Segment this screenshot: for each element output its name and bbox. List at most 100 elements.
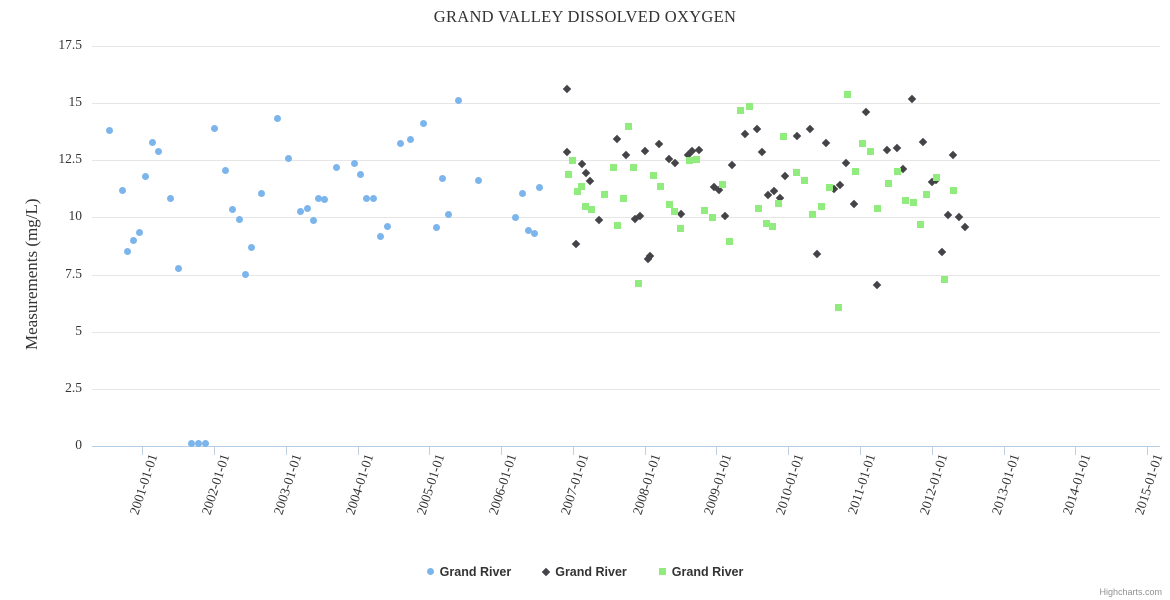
y-gridline: [92, 274, 1160, 276]
data-point-series-3: [774, 200, 782, 208]
y-gridline: [92, 46, 1160, 47]
y-gridline: [92, 331, 1160, 333]
data-point-series-3: [826, 184, 834, 192]
y-axis-tick-label: 15: [68, 94, 83, 110]
x-axis-tick: [285, 447, 287, 455]
y-gridline: [92, 103, 1160, 105]
data-point-series-3: [909, 199, 917, 207]
data-point-series-1: [407, 136, 415, 144]
data-point-series-1: [222, 167, 229, 175]
data-point-series-1: [194, 440, 202, 448]
data-point-series-3: [600, 191, 608, 199]
data-point-series-3: [745, 103, 753, 111]
data-point-series-1: [315, 194, 323, 202]
data-point-series-3: [893, 168, 901, 176]
data-point-series-1: [444, 210, 452, 218]
x-axis-baseline: [92, 446, 1160, 447]
data-point-series-1: [135, 228, 143, 236]
data-point-series-3: [635, 280, 643, 288]
data-point-series-1: [332, 163, 340, 171]
x-axis-tick: [214, 447, 216, 455]
data-point-series-1: [148, 138, 156, 146]
chart-legend: Grand River Grand River Grand River: [0, 563, 1170, 581]
legend-item-2[interactable]: Grand River: [541, 563, 627, 581]
data-point-series-3: [949, 186, 957, 194]
x-axis-tick-label: 2001-01-01: [126, 452, 161, 517]
legend-item-3[interactable]: Grand River: [658, 563, 744, 581]
data-point-series-1: [273, 114, 281, 122]
data-point-series-1: [433, 224, 441, 232]
data-point-series-3: [834, 304, 842, 312]
legend-item-1[interactable]: Grand River: [426, 563, 511, 581]
data-point-series-3: [582, 202, 590, 210]
y-gridline: [92, 160, 1160, 162]
data-point-series-1: [187, 440, 195, 448]
data-point-series-1: [174, 265, 182, 273]
data-point-series-3: [768, 223, 776, 231]
x-axis-tick-label: 2010-01-01: [772, 452, 807, 517]
data-point-series-3: [665, 201, 673, 209]
data-point-series-3: [737, 106, 745, 114]
data-point-series-1: [369, 194, 377, 202]
x-axis-tick: [644, 447, 646, 455]
x-axis-tick: [788, 447, 790, 455]
data-point-series-1: [351, 160, 359, 168]
data-point-series-3: [725, 237, 733, 245]
data-point-series-3: [609, 163, 617, 171]
x-axis-tick-label: 2015-01-01: [1131, 452, 1166, 517]
x-axis-tick: [572, 447, 574, 455]
data-point-series-3: [754, 204, 762, 212]
x-axis-tick: [429, 447, 431, 455]
data-point-series-3: [629, 163, 637, 171]
data-point-series-1: [524, 226, 532, 234]
y-gridline: [92, 388, 1160, 390]
data-point-series-1: [384, 223, 392, 231]
data-point-series-3: [656, 183, 664, 191]
data-point-series-3: [859, 139, 867, 147]
data-point-series-3: [809, 210, 817, 218]
x-axis-tick: [1075, 447, 1077, 455]
data-point-series-1: [201, 440, 209, 448]
data-point-series-1: [236, 216, 244, 224]
data-point-series-1: [210, 124, 218, 132]
data-point-series-1: [142, 172, 150, 180]
data-point-series-1: [242, 271, 250, 279]
x-axis-tick-label: 2003-01-01: [270, 452, 305, 517]
x-axis-tick-label: 2012-01-01: [916, 452, 951, 517]
x-axis-tick: [1147, 447, 1149, 455]
data-point-series-1: [530, 229, 538, 237]
y-axis-tick-label: 5: [75, 322, 82, 338]
data-point-series-3: [941, 275, 949, 283]
data-point-series-3: [852, 168, 860, 176]
y-axis-tick-label: 12.5: [58, 151, 82, 167]
x-axis-tick: [142, 447, 144, 455]
data-point-series-3: [619, 194, 627, 202]
data-point-series-1: [257, 189, 265, 197]
data-point-series-1: [519, 189, 527, 197]
x-axis-tick-label: 2007-01-01: [557, 452, 592, 517]
x-axis-tick-label: 2013-01-01: [988, 452, 1022, 517]
data-point-series-1: [536, 184, 544, 192]
data-point-series-1: [397, 139, 405, 147]
data-point-series-3: [588, 205, 596, 213]
data-point-series-3: [932, 173, 940, 181]
data-point-series-3: [613, 221, 621, 229]
x-axis-tick: [716, 447, 718, 455]
data-point-series-1: [303, 204, 311, 212]
data-point-series-3: [800, 177, 808, 185]
legend-item-label: Grand River: [671, 564, 744, 579]
x-axis-tick-label: 2011-01-01: [844, 452, 879, 517]
data-point-series-3: [718, 180, 726, 188]
data-point-series-1: [438, 175, 446, 183]
data-point-series-1: [130, 236, 138, 244]
data-point-series-3: [565, 170, 573, 178]
data-point-series-1: [454, 97, 462, 105]
data-point-series-3: [649, 171, 657, 179]
diamond-marker-icon: [541, 567, 551, 577]
data-point-series-3: [902, 196, 910, 204]
data-point-series-1: [124, 248, 132, 256]
x-axis-tick: [1003, 447, 1005, 455]
data-point-series-3: [701, 207, 709, 215]
x-axis-tick: [931, 447, 933, 455]
data-point-series-1: [309, 217, 317, 225]
